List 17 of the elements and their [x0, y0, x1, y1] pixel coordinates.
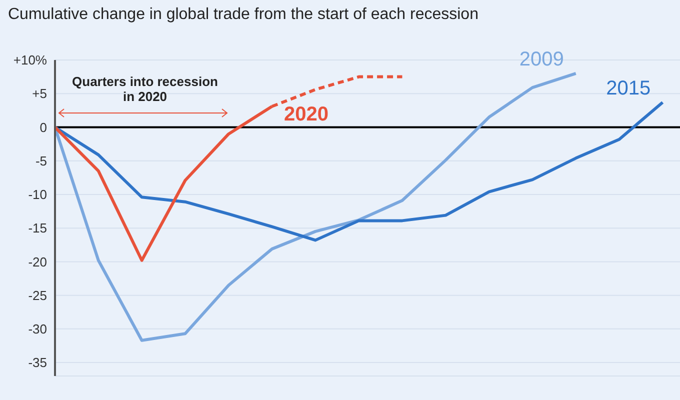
- y-tick-label: -35: [28, 355, 47, 370]
- annotation: Quarters into recession in 2020: [71, 74, 219, 104]
- line-series: [55, 72, 578, 342]
- series-label: 2009: [519, 48, 564, 70]
- y-tick-label: -5: [35, 153, 47, 168]
- chart-title: Cumulative change in global trade from the start of each recession: [8, 6, 478, 24]
- y-tick-label: -30: [28, 322, 47, 337]
- y-tick-label: +10%: [13, 52, 48, 68]
- series-label: 2015: [606, 77, 651, 100]
- line-series: [55, 100, 664, 242]
- y-tick-label: -10: [28, 187, 47, 202]
- series-label: 2020: [284, 103, 329, 126]
- y-tick-label: 0: [40, 120, 47, 135]
- y-tick-label: -25: [28, 288, 47, 303]
- y-tick-label: -15: [28, 220, 47, 236]
- y-tick-label: -20: [28, 254, 47, 270]
- y-tick-label: +5: [32, 86, 47, 102]
